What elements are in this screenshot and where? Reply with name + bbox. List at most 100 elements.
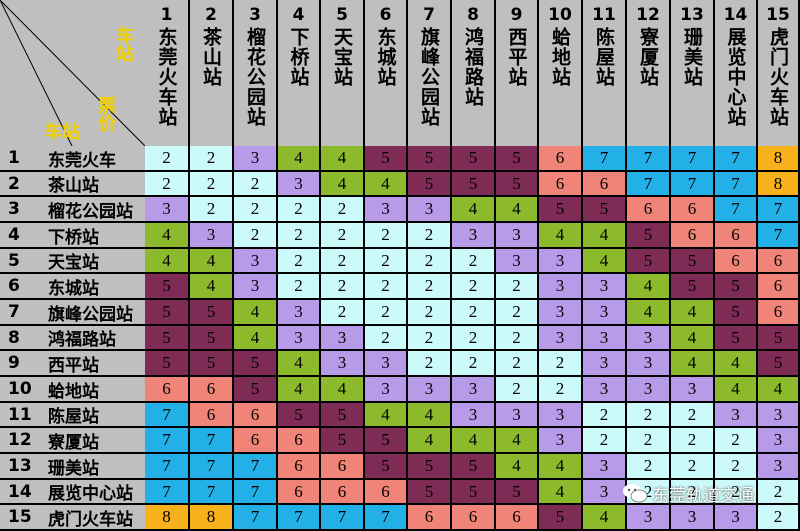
column-number: 12: [636, 5, 660, 25]
row-number: 13: [8, 456, 32, 476]
fare-cell: 5: [365, 428, 408, 454]
row-station-name: 珊美站: [48, 458, 99, 479]
fare-cell: 3: [627, 377, 671, 403]
column-station-name: 陈屋站: [593, 27, 615, 87]
row-number: 5: [8, 250, 20, 271]
fare-cell: 3: [408, 197, 452, 223]
fare-cell: 7: [190, 480, 234, 505]
fare-cell: 2: [408, 326, 452, 351]
fare-cell: 5: [452, 146, 496, 172]
fare-cell: 2: [496, 300, 539, 326]
fare-cell: 5: [671, 274, 715, 300]
column-station-name: 东莞火车站: [155, 27, 178, 127]
corner-station-left: 车站: [44, 122, 80, 143]
fare-cell: 3: [671, 505, 715, 531]
fare-cell: 5: [539, 197, 583, 223]
row-header-2: 2 茶山站: [0, 172, 145, 195]
fare-cell: 7: [190, 428, 234, 454]
fare-cell: 7: [758, 223, 800, 249]
fare-cell: 2: [278, 197, 321, 223]
fare-cell: 3: [715, 403, 758, 428]
fare-cell: 2: [321, 274, 365, 300]
row-station-name: 旗峰公园站: [48, 304, 133, 325]
row-station-name: 陈屋站: [48, 407, 99, 426]
fare-cell: 7: [715, 172, 758, 197]
column-number: 3: [249, 5, 261, 25]
fare-cell: 5: [365, 454, 408, 480]
fare-cell: 2: [408, 223, 452, 249]
fare-cell: 3: [321, 326, 365, 351]
fare-cell: 4: [278, 146, 321, 172]
fare-cell: 4: [321, 146, 365, 172]
column-header-5: 5 天宝站: [321, 0, 363, 146]
column-header-3: 3 榴花公园站: [234, 0, 276, 146]
fare-cell: 4: [715, 351, 758, 377]
fare-cell: 5: [408, 454, 452, 480]
column-number: 6: [379, 5, 392, 25]
fare-cell: 2: [715, 428, 758, 454]
fare-cell: 7: [715, 146, 758, 172]
column-header-13: 13 珊美站: [671, 0, 713, 146]
fare-cell: 3: [278, 300, 321, 326]
fare-cell: 6: [671, 197, 715, 223]
fare-cell: 4: [278, 377, 321, 403]
fare-cell: 3: [365, 351, 408, 377]
fare-cell: 2: [278, 223, 321, 249]
fare-cell: 5: [408, 146, 452, 172]
fare-cell: 5: [627, 223, 671, 249]
row-station-name: 东城站: [48, 278, 99, 299]
row-station-name: 西平站: [48, 355, 99, 376]
fare-cell: 3: [539, 274, 583, 300]
fare-cell: 3: [365, 377, 408, 403]
fare-cell: 4: [452, 197, 496, 223]
row-header-13: 13 珊美站: [0, 454, 145, 478]
fare-cell: 3: [758, 428, 800, 454]
fare-cell: 7: [145, 428, 190, 454]
row-station-name: 榴花公园站: [48, 201, 133, 222]
column-station-name: 天宝站: [331, 27, 353, 87]
fare-cell: 3: [539, 428, 583, 454]
fare-cell: 2: [758, 505, 800, 531]
row-number: 11: [8, 404, 32, 425]
fare-cell: 6: [190, 403, 234, 428]
corner-fare-label: 票价: [98, 96, 116, 135]
fare-cell: 4: [671, 326, 715, 351]
fare-cell: 4: [234, 300, 278, 326]
fare-cell: 2: [278, 274, 321, 300]
fare-cell: 4: [539, 454, 583, 480]
fare-cell: 4: [321, 172, 365, 197]
corner-station-top: 车站: [116, 26, 134, 65]
fare-cell: 5: [190, 326, 234, 351]
column-number: 5: [336, 5, 348, 25]
row-station-name: 虎门火车站: [48, 509, 133, 530]
fare-cell: 6: [234, 428, 278, 454]
row-station-name: 寮厦站: [48, 432, 99, 453]
fare-cell: 3: [583, 377, 627, 403]
fare-cell: 2: [452, 300, 496, 326]
column-station-name: 虎门火车站: [767, 27, 789, 127]
fare-cell: 4: [496, 428, 539, 454]
fare-cell: 8: [758, 146, 800, 172]
wechat-icon: [623, 484, 648, 503]
fare-cell: 2: [321, 300, 365, 326]
fare-cell: 3: [234, 146, 278, 172]
fare-cell: 5: [758, 326, 800, 351]
fare-cell: 3: [452, 223, 496, 249]
column-station-name: 旗峰公园站: [418, 27, 440, 127]
fare-cell: 5: [234, 377, 278, 403]
column-number: 2: [205, 5, 217, 25]
column-station-name: 寮厦站: [637, 27, 659, 87]
row-header-1: 1 东莞火车: [0, 146, 145, 170]
fare-cell: 3: [278, 326, 321, 351]
fare-cell: 4: [496, 454, 539, 480]
fare-cell: 4: [145, 223, 190, 249]
fare-cell: 2: [452, 351, 496, 377]
fare-cell: 2: [715, 480, 758, 505]
fare-cell: 2: [190, 146, 234, 172]
fare-cell: 6: [627, 197, 671, 223]
row-header-5: 5 天宝站: [0, 249, 145, 272]
fare-cell: 5: [234, 351, 278, 377]
row-number: 6: [8, 276, 20, 296]
corner-diagonal-lines: [0, 0, 145, 146]
watermark: 东莞轨道交通: [622, 480, 800, 506]
